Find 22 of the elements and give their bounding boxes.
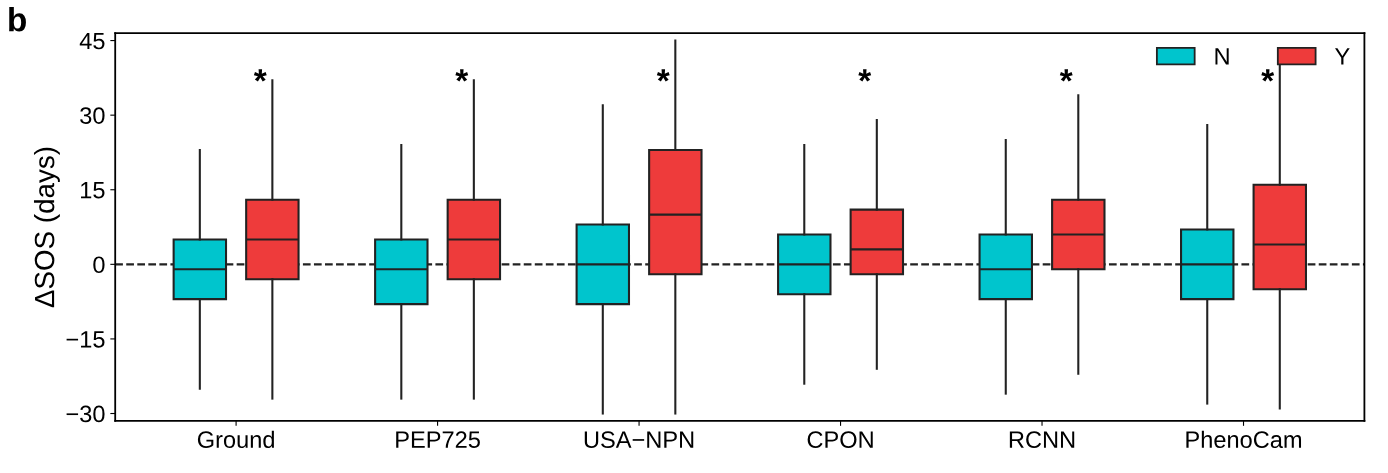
annotation: *: [656, 69, 670, 82]
text: b: [9, 7, 26, 32]
y-tick-label: −30: [66, 405, 105, 423]
y-tick-label: −15: [66, 331, 105, 348]
annotation: *: [455, 69, 469, 82]
legend-label: Y: [1335, 48, 1350, 65]
annotation: *: [1059, 69, 1073, 82]
x-tick-label: Ground: [197, 430, 274, 449]
x-tick-label: PhenoCam: [1186, 430, 1302, 449]
y-tick-label: 30: [80, 107, 105, 124]
x-tick-label: USA−NPN: [584, 431, 694, 449]
legend-label: N: [1215, 48, 1229, 65]
y-axis-title: ΔSOS (days): [33, 147, 60, 308]
x-tick-label: PEP725: [396, 431, 480, 449]
x-tick-label: RCNN: [1009, 431, 1075, 449]
y-tick-label: 0: [93, 256, 105, 274]
annotation: *: [1261, 69, 1275, 82]
y-tick-label: 45: [79, 32, 105, 50]
y-tick-label: 15: [81, 182, 105, 199]
annotation: *: [858, 69, 872, 82]
x-tick-label: CPON: [807, 431, 873, 449]
annotation: *: [253, 69, 267, 82]
